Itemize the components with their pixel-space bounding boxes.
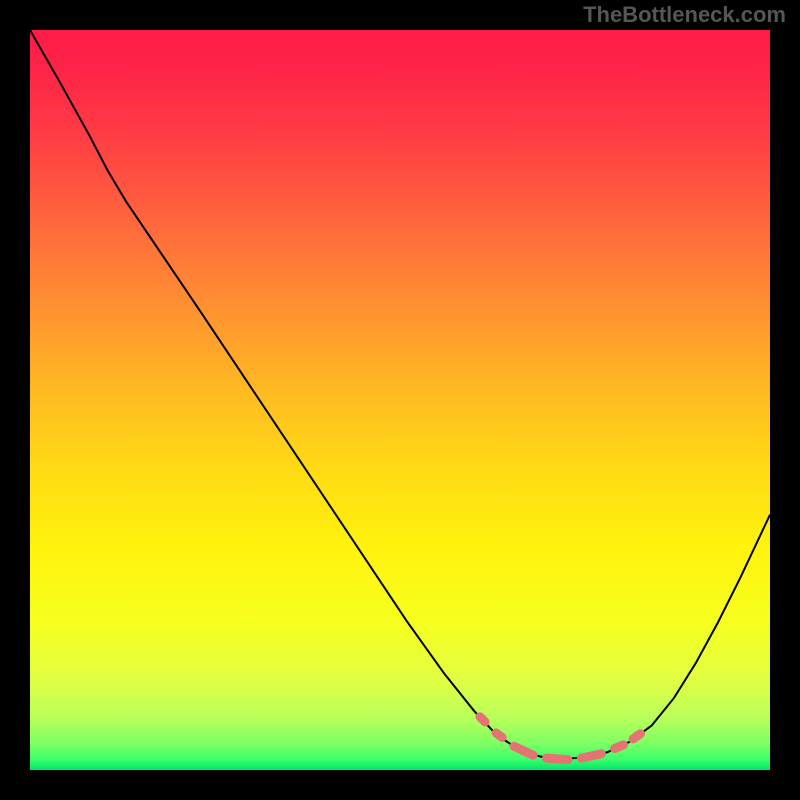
- frame-bottom: [0, 770, 800, 800]
- marker-segment: [547, 758, 568, 759]
- marker-segment: [496, 733, 502, 737]
- gradient-background: [30, 30, 770, 770]
- frame-left: [0, 0, 30, 800]
- frame-right: [770, 0, 800, 800]
- marker-segment: [633, 734, 640, 739]
- marker-segment: [480, 717, 485, 722]
- watermark-text: TheBottleneck.com: [583, 2, 786, 28]
- marker-segment: [615, 745, 624, 749]
- marker-segment: [581, 754, 601, 758]
- bottleneck-chart: [0, 0, 800, 800]
